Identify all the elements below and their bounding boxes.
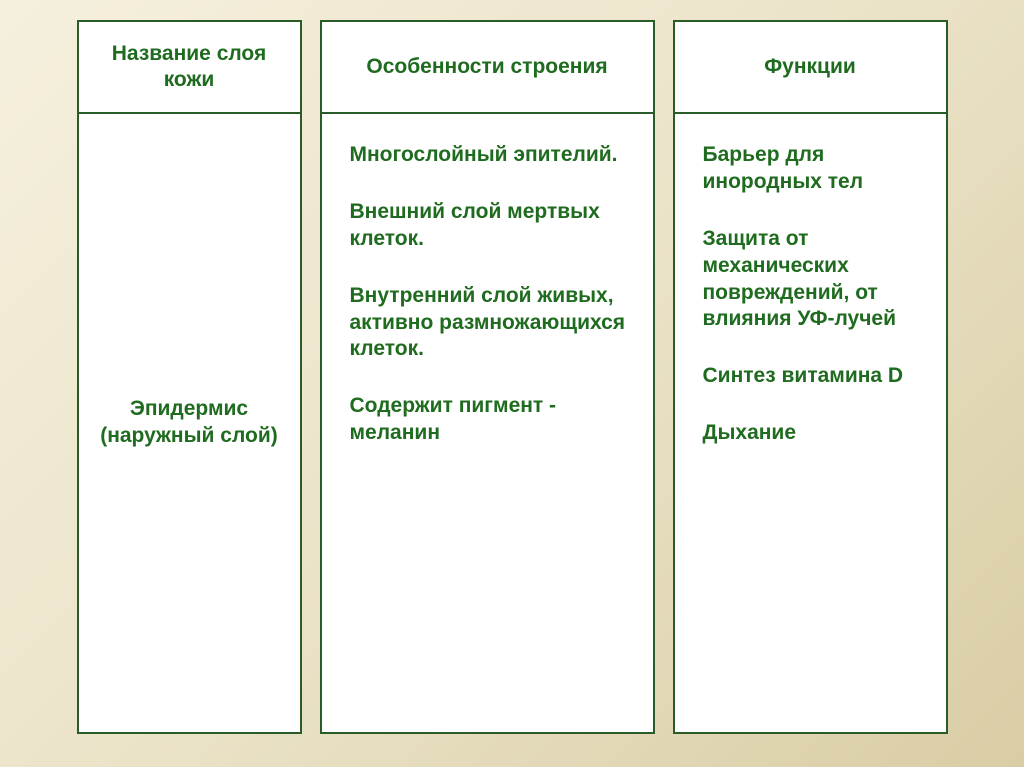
- header-structure: Особенности строения: [320, 20, 655, 114]
- structure-item: Содержит пигмент - меланин: [350, 393, 633, 447]
- skin-layers-table: Название слоя кожи Эпидермис (наружный с…: [17, 20, 1008, 734]
- function-item: Защита от механических повреждений, от в…: [703, 226, 926, 334]
- structure-item: Многослойный эпителий.: [350, 142, 633, 169]
- structure-item: Внешний слой мертвых клеток.: [350, 199, 633, 253]
- column-structure: Особенности строения Многослойный эпител…: [320, 20, 655, 734]
- function-item: Синтез витамина D: [703, 363, 926, 390]
- structure-item: Внутренний слой живых, активно размножаю…: [350, 283, 633, 364]
- column-functions: Функции Барьер для инородных тел Защита …: [673, 20, 948, 734]
- function-item: Барьер для инородных тел: [703, 142, 926, 196]
- cell-structure: Многослойный эпителий. Внешний слой мерт…: [320, 114, 655, 734]
- header-functions: Функции: [673, 20, 948, 114]
- column-name: Название слоя кожи Эпидермис (наружный с…: [77, 20, 302, 734]
- function-item: Дыхание: [703, 420, 926, 447]
- header-name: Название слоя кожи: [77, 20, 302, 114]
- cell-functions: Барьер для инородных тел Защита от механ…: [673, 114, 948, 734]
- cell-name: Эпидермис (наружный слой): [77, 114, 302, 734]
